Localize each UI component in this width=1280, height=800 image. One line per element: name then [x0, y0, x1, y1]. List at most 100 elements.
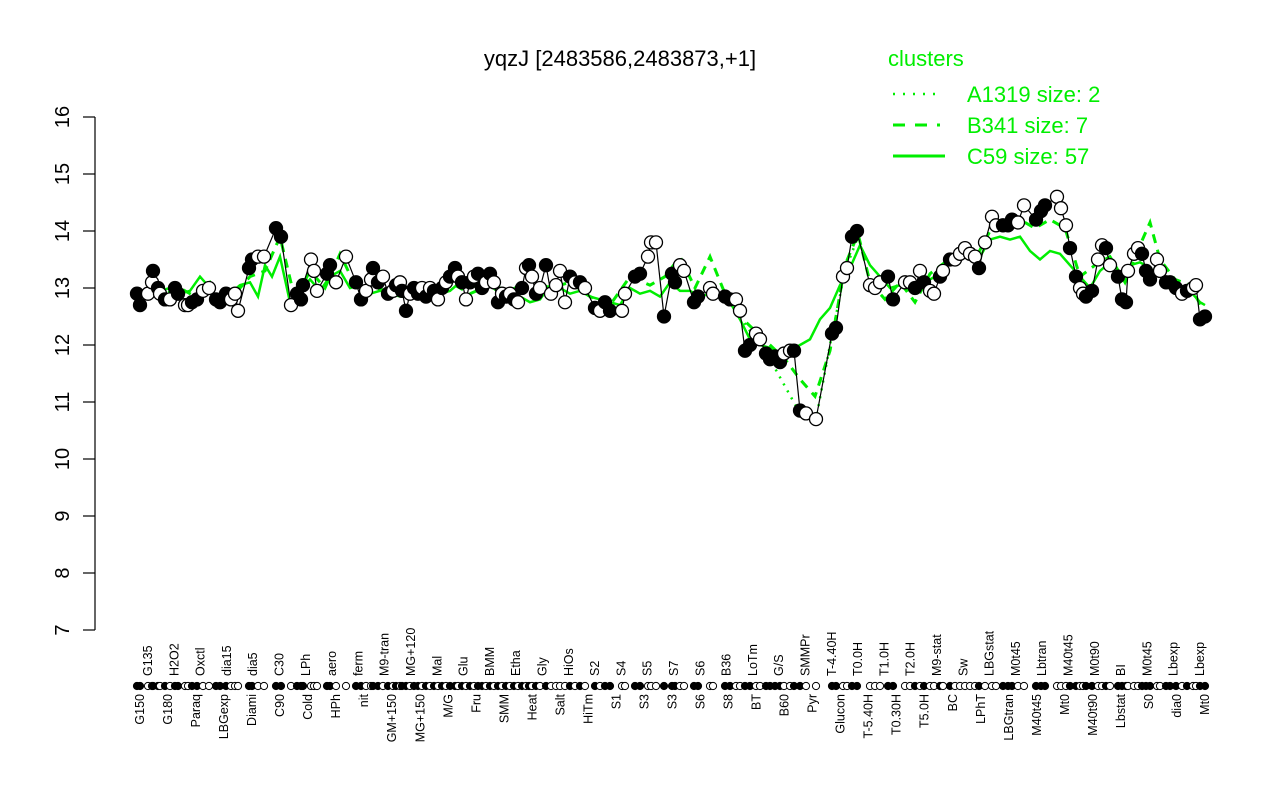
x-tick-label: C90 — [273, 694, 287, 717]
x-tick-label: LBGtran — [1002, 694, 1016, 741]
x-tick-label: Diami — [245, 694, 259, 726]
data-point — [1062, 240, 1078, 256]
x-tick-label: Lbexp — [1167, 642, 1181, 676]
data-point — [849, 223, 865, 239]
rug-marker — [298, 681, 308, 691]
rug-marker — [135, 681, 145, 691]
x-tick-label: S0 — [1142, 694, 1156, 709]
legend-title: clusters — [888, 46, 964, 71]
data-point — [1120, 263, 1136, 279]
x-tick-label: S4 — [614, 661, 628, 676]
x-tick-label: LBGstat — [983, 630, 997, 676]
data-point — [617, 286, 633, 301]
data-point — [1058, 218, 1074, 233]
x-tick-label: SMM — [497, 694, 511, 723]
x-tick-label: M40t90 — [1086, 694, 1100, 736]
rug-marker — [341, 681, 351, 691]
data-point — [648, 235, 664, 250]
x-tick-label: M0t45 — [1140, 641, 1154, 676]
x-tick-label: T-5.40H — [862, 694, 876, 738]
rug-marker — [1105, 681, 1115, 691]
data-point — [1197, 309, 1213, 324]
data-point — [293, 292, 309, 307]
x-tick-label: G/S — [772, 654, 786, 676]
x-tick-label: S2 — [588, 661, 602, 676]
x-tick-label: T0.30H — [890, 694, 904, 735]
x-tick-label: HPh — [329, 694, 343, 718]
x-tick-label: T2.0H — [904, 642, 918, 676]
x-tick-label: dia15 — [220, 645, 234, 676]
x-tick-label: Lbexp — [1193, 642, 1207, 676]
x-tick-label: aero — [325, 651, 339, 676]
rug-marker — [693, 681, 703, 691]
x-tick-label: T5.0H — [918, 694, 932, 728]
legend-entry-c59: C59 size: 57 — [967, 144, 1089, 169]
x-tick-label: T0.0H — [851, 642, 865, 676]
legend-entry-b341: B341 size: 7 — [967, 113, 1088, 138]
data-point — [614, 303, 630, 318]
rug-marker — [875, 681, 885, 691]
data-point — [514, 280, 530, 296]
data-point — [1098, 240, 1114, 256]
x-tick-label: M9-stat — [930, 634, 944, 676]
x-tick-label: GM+150 — [385, 694, 399, 742]
data-point — [632, 266, 648, 281]
rug-marker — [659, 681, 669, 691]
x-tick-label: S7 — [667, 661, 681, 676]
y-tick-label: 12 — [52, 334, 74, 356]
data-point — [676, 263, 692, 279]
data-point — [458, 292, 474, 307]
data-point — [1142, 272, 1158, 287]
x-tick-label: G150 — [133, 694, 147, 725]
data-point — [1053, 201, 1069, 216]
data-point — [398, 303, 414, 318]
data-point — [690, 289, 706, 304]
data-point — [295, 277, 311, 293]
rug-marker — [331, 681, 341, 691]
x-tick-label: Lbstat — [1114, 693, 1128, 728]
data-point — [170, 286, 186, 301]
data-point — [557, 295, 573, 310]
data-point — [230, 303, 246, 318]
data-point — [640, 249, 656, 264]
data-point — [839, 260, 855, 276]
y-tick-label: 10 — [52, 448, 74, 470]
data-point — [880, 269, 896, 284]
chart-title: yqzJ [2483586,2483873,+1] — [484, 46, 756, 71]
x-tick-label: B36 — [720, 654, 734, 676]
data-point — [510, 295, 526, 310]
data-point — [705, 286, 721, 301]
rug-marker — [651, 681, 661, 691]
x-tick-label: Sw — [956, 658, 970, 676]
y-tick-label: 16 — [52, 106, 74, 128]
data-point — [145, 263, 161, 279]
data-point — [338, 249, 354, 264]
data-point — [602, 303, 618, 318]
data-point — [808, 411, 824, 427]
rug-marker — [276, 681, 286, 691]
data-series — [129, 189, 1213, 427]
rug-marker — [679, 681, 689, 691]
data-point — [538, 258, 554, 273]
x-tick-label: Glucon — [834, 694, 848, 734]
x-tick-label: Glu — [457, 657, 471, 677]
x-tick-label: Cold — [301, 694, 315, 720]
data-point — [1010, 215, 1026, 230]
data-point — [132, 297, 148, 313]
x-tick-label: dia0 — [1170, 694, 1184, 718]
data-point — [1084, 283, 1100, 299]
x-tick-label: SMMPr — [799, 634, 813, 676]
x-tick-label: C30 — [273, 653, 287, 676]
x-tick-label: Heat — [525, 693, 539, 720]
data-point — [348, 275, 364, 290]
data-point — [926, 286, 942, 301]
x-tick-label: Lbtran — [1035, 641, 1049, 676]
data-point — [486, 275, 502, 290]
x-tick-label: Paraq — [189, 694, 203, 727]
x-tick-label: M0t45 — [1009, 641, 1023, 676]
x-tick-label: S3 — [637, 694, 651, 709]
data-point — [532, 280, 548, 296]
y-tick-label: 7 — [52, 624, 74, 635]
data-point — [577, 280, 593, 296]
